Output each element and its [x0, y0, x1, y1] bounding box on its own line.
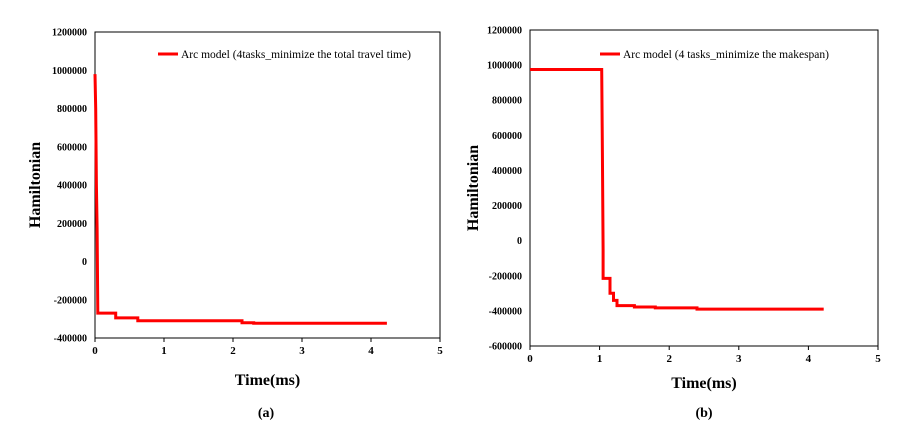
x-tick-label: 2 — [230, 345, 236, 357]
x-tick-label: 5 — [875, 353, 881, 365]
x-tick-label: 2 — [666, 353, 672, 365]
x-tick-label: 3 — [736, 353, 742, 365]
legend-label-a: Arc model (4tasks_minimize the total tra… — [181, 49, 411, 61]
x-tick-label: 1 — [161, 345, 167, 357]
y-tick-label: 800000 — [492, 96, 522, 107]
series-line-a — [93, 74, 387, 325]
y-tick-label: 1000000 — [487, 61, 522, 72]
x-tick-label: 5 — [437, 345, 443, 357]
y-tick-label: 400000 — [492, 166, 522, 177]
y-tick-label: 1000000 — [52, 66, 87, 77]
x-tick-label: 0 — [92, 345, 98, 357]
y-tick-label: -200000 — [489, 271, 522, 282]
y-tick-label: -200000 — [54, 295, 87, 306]
y-tick-label: 1200000 — [487, 26, 522, 37]
y-axis-label-a: Hamiltonian — [27, 142, 44, 228]
y-tick-label: 600000 — [57, 142, 87, 153]
y-tick-label: 600000 — [492, 131, 522, 142]
plot-area-a — [94, 31, 441, 339]
axis-ticks-a: -400000 -200000 0 200000 400000 600000 800000 1… — [52, 28, 443, 358]
y-tick-label: 200000 — [492, 201, 522, 212]
y-tick-label: 200000 — [57, 219, 87, 230]
x-tick-label: 1 — [597, 353, 603, 365]
plot-area-b — [529, 29, 879, 347]
x-tick-label: 0 — [527, 353, 533, 365]
axis-ticks-b: -600000 -400000 -200000 0 200000 400000 600000… — [487, 26, 881, 366]
x-tick-label: 4 — [806, 353, 812, 365]
y-tick-label: 0 — [517, 236, 522, 247]
y-axis-label-b: Hamiltonian — [465, 145, 482, 231]
y-tick-label: 0 — [82, 257, 87, 268]
caption-b: (b) — [695, 406, 712, 421]
x-axis-label-b: Time(ms) — [671, 375, 736, 392]
x-axis-label-a: Time(ms) — [235, 372, 300, 389]
x-tick-label: 4 — [368, 345, 374, 357]
x-tick-label: 3 — [299, 345, 305, 357]
y-tick-label: -400000 — [489, 306, 522, 317]
chart-panel-a: -400000 -200000 0 200000 400000 600000 800000 1… — [27, 28, 443, 422]
y-tick-label: 800000 — [57, 104, 87, 115]
y-tick-label: -600000 — [489, 342, 522, 353]
series-line-b — [530, 68, 824, 311]
y-tick-label: -400000 — [54, 334, 87, 345]
chart-panel-b: -600000 -400000 -200000 0 200000 400000 600000… — [465, 26, 881, 422]
caption-a: (a) — [258, 406, 275, 421]
y-tick-label: 400000 — [57, 181, 87, 192]
legend-label-b: Arc model (4 tasks_minimize the makespan… — [623, 49, 829, 61]
y-tick-label: 1200000 — [52, 28, 87, 39]
